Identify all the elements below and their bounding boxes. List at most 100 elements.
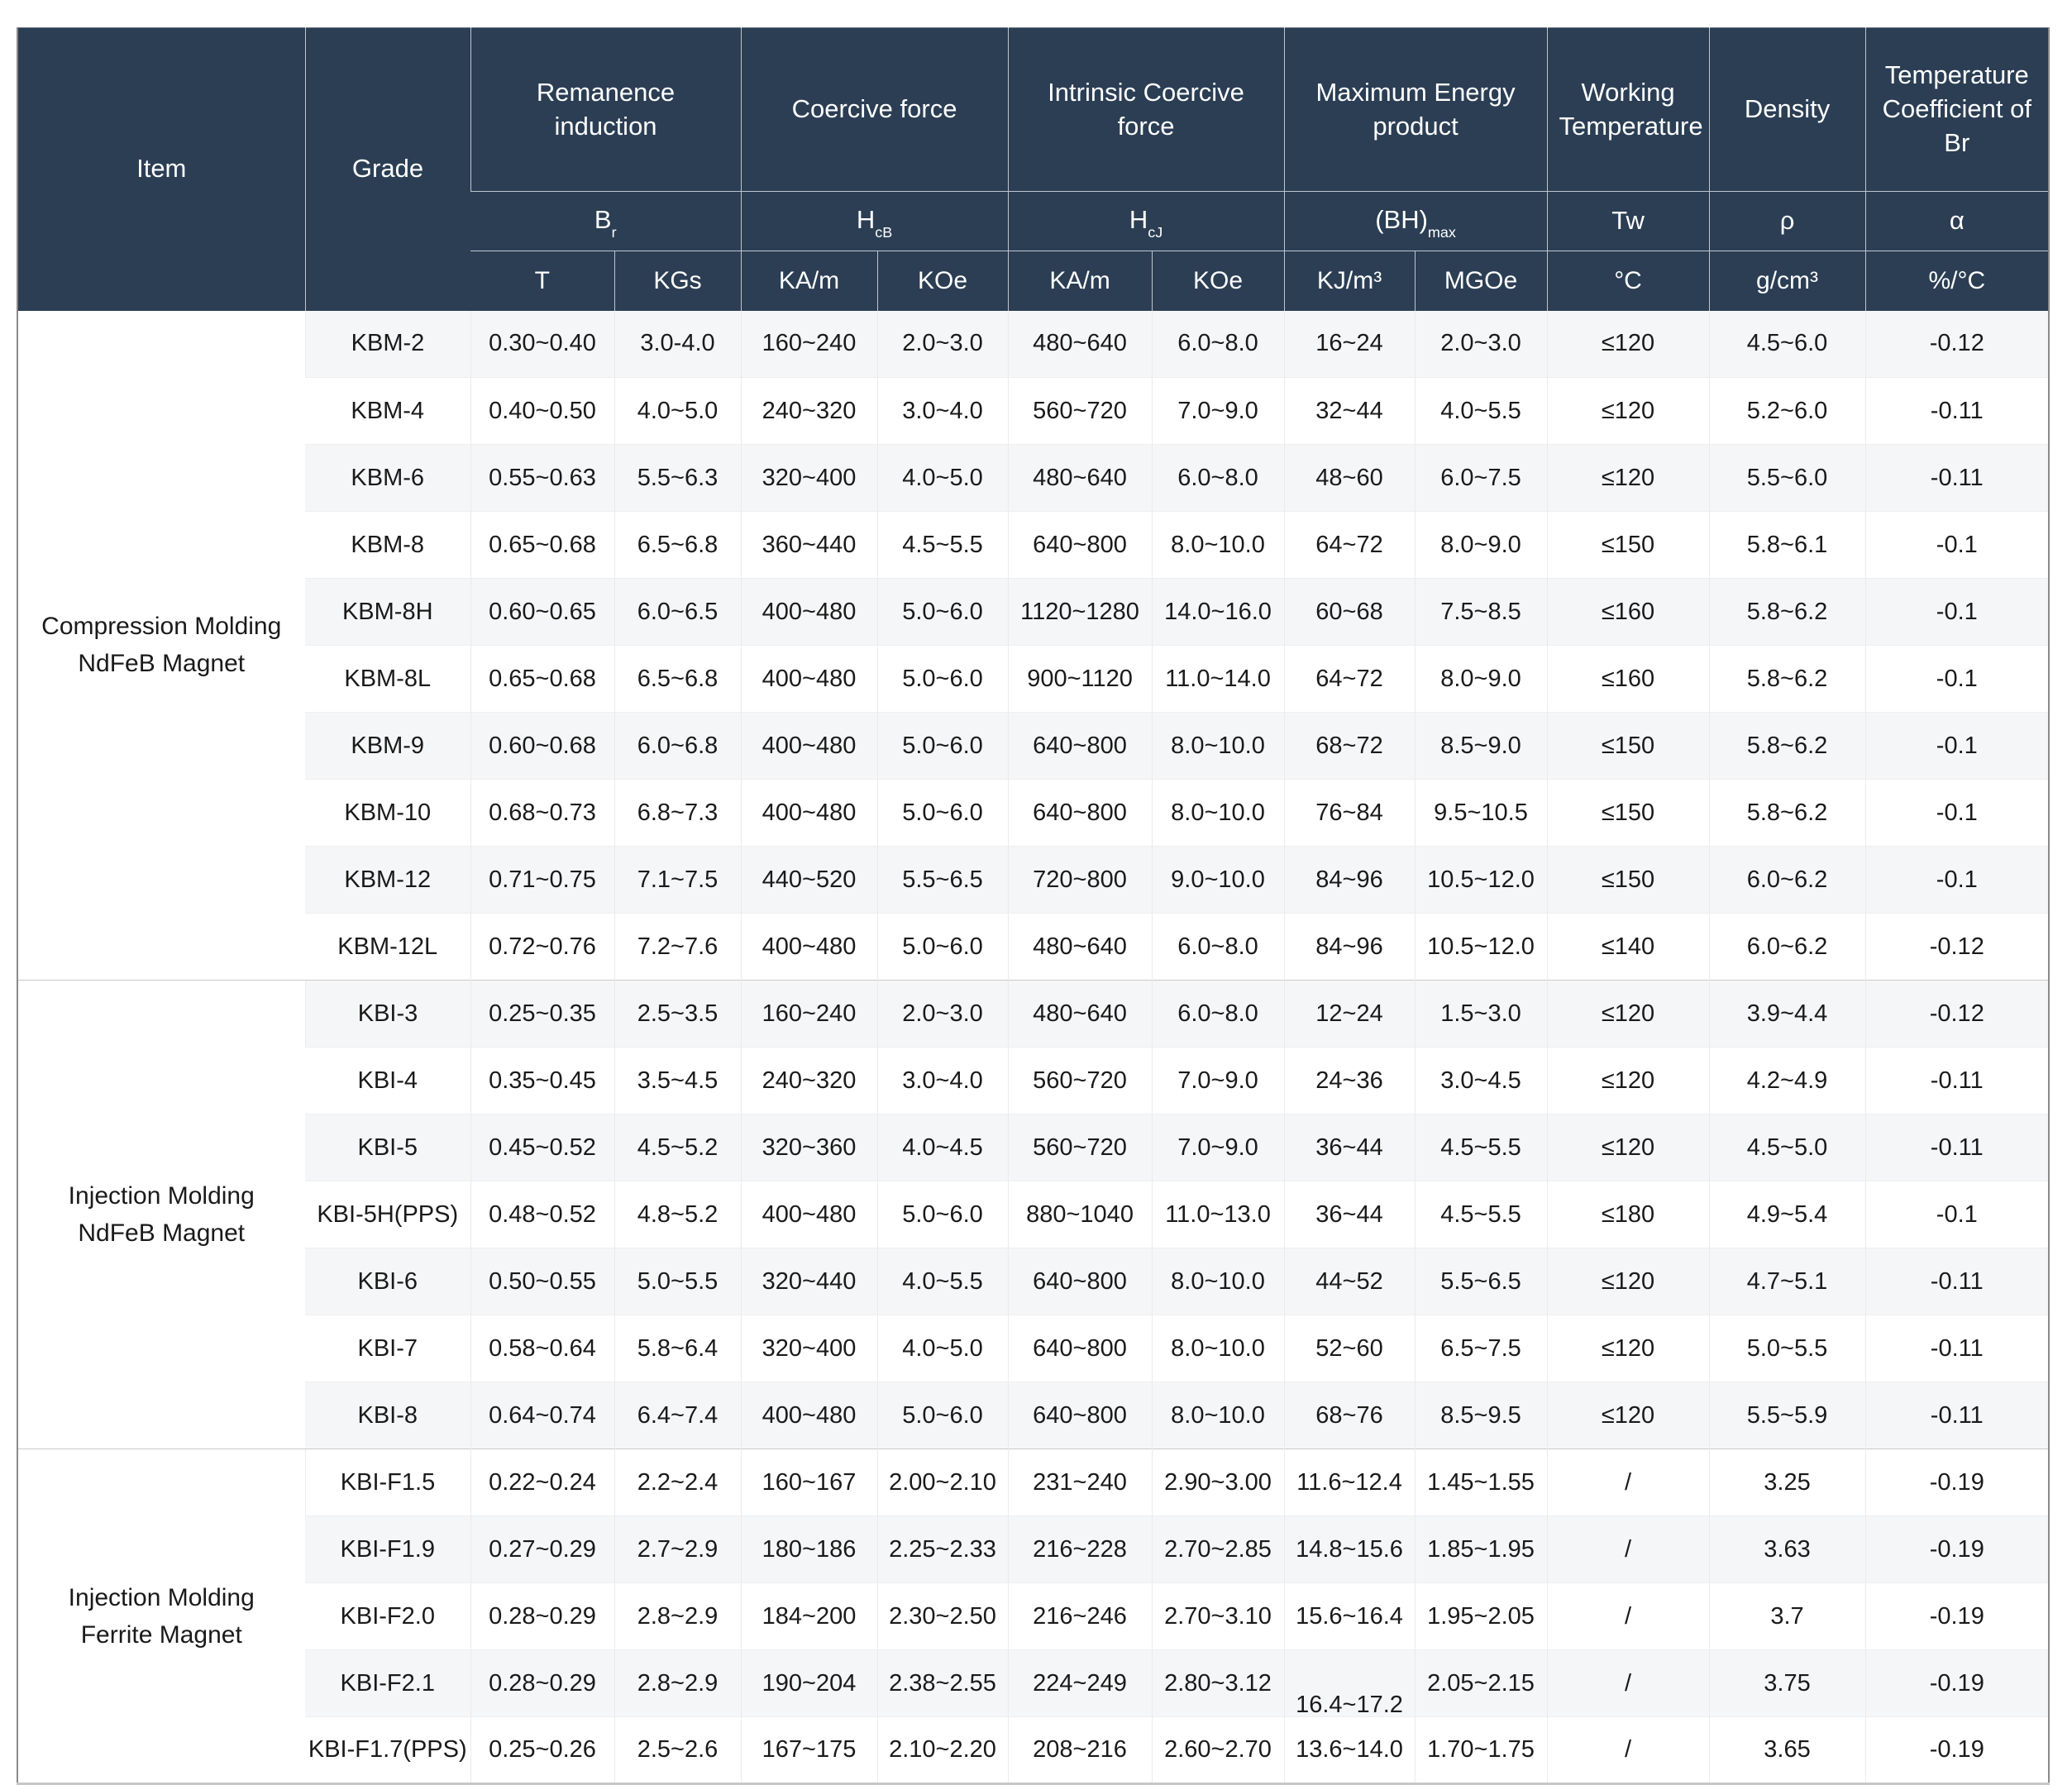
value-cell: 4.0~5.5 [876,1248,1009,1315]
value-cell: 6.5~6.8 [613,645,742,713]
header-unit-mgoe: MGOe [1414,251,1548,311]
table-row: KBM-10 0.68~0.73 6.8~7.3 400~480 5.0~6.0 640~… [17,779,2050,847]
value-cell: 560~720 [1007,1114,1153,1181]
value-cell: 6.4~7.4 [613,1382,742,1449]
value-cell: 2.25~2.33 [876,1515,1009,1583]
magnet-properties-table: Item Grade Remanence induction Coercive … [17,27,2051,1785]
value-cell: 0.68~0.73 [470,779,614,847]
value-cell: 2.5~2.6 [613,1716,742,1784]
value-cell: -0.1 [1864,846,2050,914]
value-cell: -0.19 [1864,1515,2050,1583]
table-row: KBI-5 0.45~0.52 4.5~5.2 320~360 4.0~4.5 560~7… [17,1114,2050,1181]
value-cell: 6.0~6.2 [1708,913,1866,981]
value-cell: 6.5~6.8 [613,511,742,579]
value-cell: 190~204 [740,1649,878,1717]
value-cell: 2.70~3.10 [1151,1582,1285,1650]
value-cell: 0.58~0.64 [470,1315,614,1382]
value-cell: 7.0~9.0 [1151,377,1285,445]
value-cell: 5.8~6.2 [1708,578,1866,646]
value-cell: 3.25 [1708,1449,1866,1516]
value-cell: 6.8~7.3 [613,779,742,847]
magnet-properties-table-wrap: Item Grade Remanence induction Coercive … [17,27,2051,1785]
table-row: KBI-F1.9 0.27~0.29 2.7~2.9 180~186 2.25~2.33… [17,1515,2050,1583]
value-cell: 480~640 [1007,444,1153,512]
value-cell: 400~480 [740,712,878,780]
grade-cell: KBI-6 [305,1248,470,1315]
header-unit-kam-hcj: KA/m [1007,251,1153,311]
value-cell: 3.5~4.5 [613,1047,742,1114]
value-cell: 5.2~6.0 [1708,377,1866,445]
value-cell: -0.11 [1864,1382,2050,1449]
grade-cell: KBM-4 [305,377,470,445]
value-cell: -0.11 [1864,444,2050,512]
value-cell: 0.71~0.75 [470,846,614,914]
value-cell: 2.0~3.0 [1414,310,1548,378]
value-cell: 0.65~0.68 [470,645,614,713]
value-cell: -0.19 [1864,1582,2050,1650]
item-group-label: Injection Molding NdFeB Magnet [17,980,305,1449]
value-cell: 160~240 [740,310,878,378]
value-cell: 2.70~2.85 [1151,1515,1285,1583]
value-cell: 0.30~0.40 [470,310,614,378]
value-cell: 24~36 [1283,1047,1416,1114]
value-cell: 5.8~6.2 [1708,712,1866,780]
value-cell: ≤120 [1546,980,1710,1048]
value-cell: ≤160 [1546,578,1710,646]
value-cell: 3.7 [1708,1582,1866,1650]
value-cell: 0.25~0.35 [470,980,614,1048]
value-cell: 10.5~12.0 [1414,913,1548,981]
value-cell: 64~72 [1283,645,1416,713]
grade-cell: KBI-5 [305,1114,470,1181]
value-cell: 2.0~3.0 [876,310,1009,378]
value-cell: 0.60~0.65 [470,578,614,646]
value-cell: 5.8~6.1 [1708,511,1866,579]
value-cell: 16~24 [1283,310,1416,378]
value-cell: 560~720 [1007,1047,1153,1114]
table-row: KBM-9 0.60~0.68 6.0~6.8 400~480 5.0~6.0 640~8… [17,712,2050,780]
value-cell: 240~320 [740,1047,878,1114]
value-cell: 400~480 [740,1382,878,1449]
value-cell: 1120~1280 [1007,578,1153,646]
value-cell: 5.5~6.0 [1708,444,1866,512]
value-cell: -0.11 [1864,1047,2050,1114]
value-cell: 0.55~0.63 [470,444,614,512]
value-cell: 8.5~9.5 [1414,1382,1548,1449]
value-cell: -0.11 [1864,1114,2050,1181]
grade-cell: KBI-5H(PPS) [305,1181,470,1248]
value-cell: 167~175 [740,1716,878,1784]
value-cell: 6.0~6.5 [613,578,742,646]
value-cell: 4.5~5.5 [1414,1114,1548,1181]
value-cell: 7.5~8.5 [1414,578,1548,646]
value-cell: 8.0~10.0 [1151,712,1285,780]
table-row: KBM-12L 0.72~0.76 7.2~7.6 400~480 5.0~6.0 480… [17,913,2050,981]
value-cell: 2.2~2.4 [613,1449,742,1516]
value-cell: 6.0~8.0 [1151,980,1285,1048]
value-cell: 640~800 [1007,1382,1153,1449]
value-cell: 13.6~14.0 [1283,1716,1416,1784]
grade-cell: KBM-12L [305,913,470,981]
header-unit-t: T [470,251,614,311]
value-cell: -0.12 [1864,310,2050,378]
table-header: Item Grade Remanence induction Coercive … [17,27,2050,311]
value-cell: 7.2~7.6 [613,913,742,981]
header-symbol-hcj: HcJ [1007,191,1285,251]
value-cell: 5.5~6.3 [613,444,742,512]
value-cell: / [1546,1716,1710,1784]
value-cell: 8.0~10.0 [1151,1382,1285,1449]
value-cell: ≤120 [1546,1315,1710,1382]
value-cell: 640~800 [1007,1248,1153,1315]
value-cell: 3.9~4.4 [1708,980,1866,1048]
value-cell: -0.12 [1864,980,2050,1048]
value-cell: 3.63 [1708,1515,1866,1583]
value-cell: 8.0~10.0 [1151,1315,1285,1382]
grade-cell: KBI-F2.1 [305,1649,470,1717]
value-cell: 640~800 [1007,712,1153,780]
value-cell: 11.0~13.0 [1151,1181,1285,1248]
grade-cell: KBI-8 [305,1382,470,1449]
value-cell: 8.0~10.0 [1151,1248,1285,1315]
value-cell: 5.0~6.0 [876,779,1009,847]
header-unit-kgs: KGs [613,251,742,311]
value-cell: 5.0~5.5 [1708,1315,1866,1382]
header-symbol-tw: Tw [1546,191,1710,251]
value-cell: ≤150 [1546,846,1710,914]
